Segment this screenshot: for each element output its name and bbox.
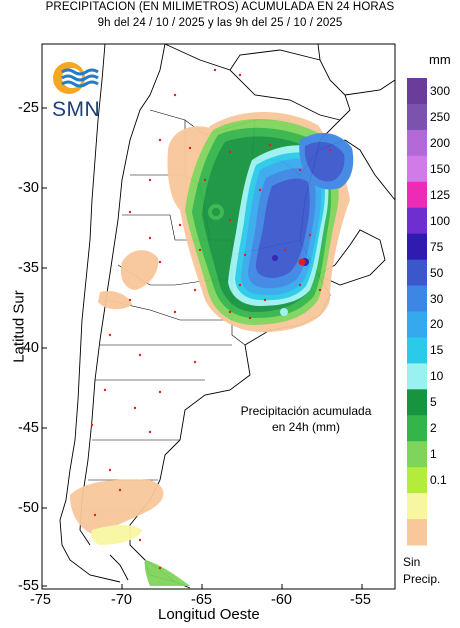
y-tick-label: -45 (18, 420, 39, 436)
legend-bin-label: 100 (430, 213, 451, 228)
legend-swatch (407, 285, 427, 312)
max-precip-marker (298, 258, 306, 266)
legend-swatch (407, 363, 427, 390)
legend-swatch (407, 103, 427, 131)
annotation: Precipitación acumulada en 24h (mm) (231, 403, 381, 435)
annotation-line1: Precipitación acumulada (240, 404, 372, 418)
annotation-line2: en 24h (mm) (271, 420, 341, 434)
legend-unit: mm (429, 52, 451, 67)
legend-bin-label: 50 (430, 265, 444, 280)
legend-bin-label: 200 (430, 135, 451, 150)
legend-bin-label: 125 (430, 187, 451, 202)
y-tick-label: -30 (18, 180, 39, 196)
station-markers (90, 68, 332, 570)
legend-swatch (407, 519, 427, 546)
x-tick-label: -55 (350, 592, 371, 608)
y-tick-label: -50 (18, 500, 39, 516)
legend-bin-label: 5 (430, 395, 437, 410)
legend-bin-label: 250 (430, 109, 451, 124)
legend-no-precip-line2: Precip. (403, 572, 441, 586)
map-date-range: 9h del 24 / 10 / 2025 y las 9h del 25 / … (97, 17, 343, 29)
legend-no-precip-line1: Sin (403, 555, 421, 569)
legend-bin-label: 1 (430, 447, 437, 462)
legend-swatch (407, 181, 427, 209)
legend-swatch (407, 415, 427, 442)
legend-swatch (407, 78, 427, 105)
legend-swatch (407, 441, 427, 468)
legend-bin-label: 15 (430, 343, 444, 358)
y-axis-label: Latitud Sur (10, 290, 28, 363)
legend-bin-label: 10 (430, 369, 444, 384)
legend-swatch (407, 389, 427, 416)
legend-swatch (407, 337, 427, 364)
y-tick-label: -25 (18, 100, 39, 116)
legend-bin-label: 2 (430, 421, 437, 436)
legend-swatch (407, 129, 427, 157)
legend-swatch (407, 207, 427, 235)
x-tick-label: -70 (111, 592, 132, 608)
y-tick-label: -35 (18, 260, 39, 276)
legend-bin-label: 300 (430, 83, 451, 98)
x-tick-label: -60 (271, 592, 292, 608)
legend-color-bar (407, 78, 427, 546)
y-tick-label: -40 (18, 340, 39, 356)
logo-text: SMN (52, 98, 101, 121)
legend-bin-label: 20 (430, 317, 444, 332)
legend-swatch (407, 233, 427, 261)
legend-bin-label: 0.1 (430, 473, 447, 488)
map-title: PRECIPITACION (EN MILIMETROS) ACUMULADA … (45, 1, 395, 13)
legend-bin-label: 150 (430, 161, 451, 176)
y-tick-label: -55 (18, 578, 39, 594)
legend-swatch (407, 493, 427, 520)
axis-ticks (41, 107, 363, 589)
smn-sun-waves-logo (53, 62, 99, 94)
legend-bin-label: 75 (430, 239, 444, 254)
x-tick-label: -65 (191, 592, 212, 608)
legend-no-precip: Sin Precip. (403, 554, 440, 588)
legend-swatch (407, 311, 427, 338)
legend-bin-label: 30 (430, 291, 444, 306)
x-tick-label: -75 (30, 592, 51, 608)
x-axis-label: Longitud Oeste (158, 606, 260, 623)
legend-swatch (407, 467, 427, 494)
legend-swatch (407, 259, 427, 287)
legend-swatch (407, 155, 427, 183)
